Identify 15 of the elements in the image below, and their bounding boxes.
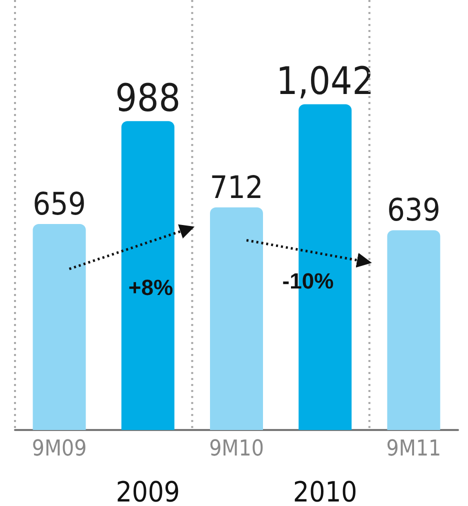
x-tick-label: 9M11 xyxy=(386,436,442,462)
data-label: 712 xyxy=(210,170,264,206)
bar xyxy=(387,230,440,430)
bar xyxy=(210,207,263,430)
annotation: +8% xyxy=(128,274,174,300)
data-label: 659 xyxy=(32,186,86,222)
data-label: 988 xyxy=(115,76,181,120)
x-tick-label: 2010 xyxy=(293,476,358,506)
data-label: 639 xyxy=(387,192,440,229)
data-label: 1,042 xyxy=(276,59,374,104)
bar xyxy=(32,224,86,430)
x-tick-label: 9M10 xyxy=(209,436,264,462)
bar xyxy=(121,121,174,430)
x-tick-label: 9M09 xyxy=(32,436,87,462)
x-tick-label: 2009 xyxy=(116,476,180,506)
